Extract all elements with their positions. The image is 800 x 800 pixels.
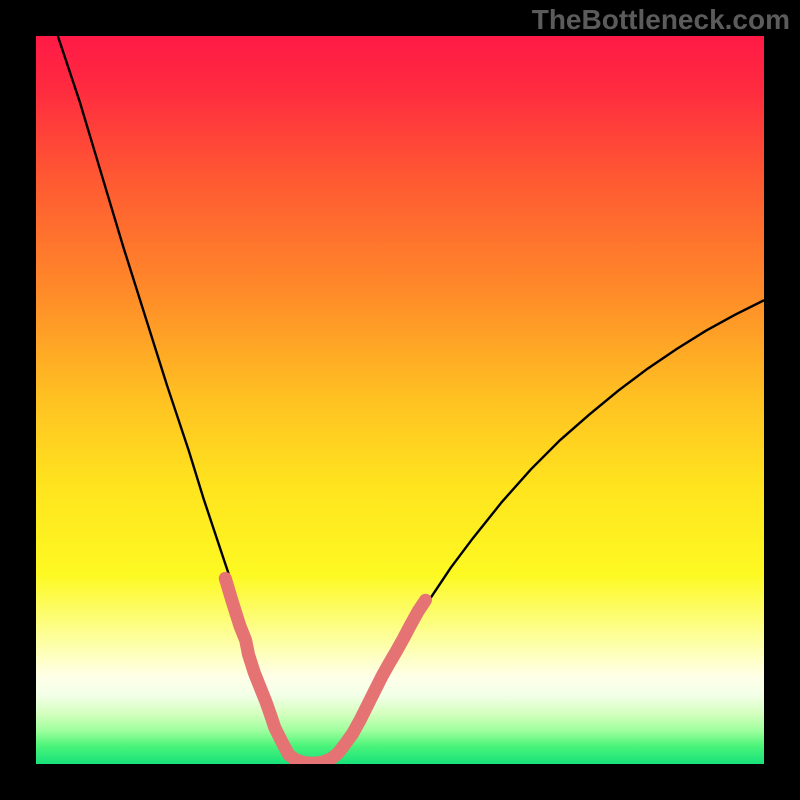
watermark-text: TheBottleneck.com <box>532 4 790 36</box>
figure-root: TheBottleneck.com <box>0 0 800 800</box>
plot-area <box>36 36 764 764</box>
